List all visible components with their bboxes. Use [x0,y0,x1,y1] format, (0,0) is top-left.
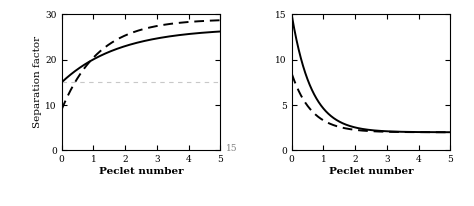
Text: 15: 15 [226,144,237,153]
Y-axis label: Separation factor: Separation factor [34,36,43,129]
X-axis label: Peclet number: Peclet number [99,167,183,176]
X-axis label: Peclet number: Peclet number [328,167,413,176]
